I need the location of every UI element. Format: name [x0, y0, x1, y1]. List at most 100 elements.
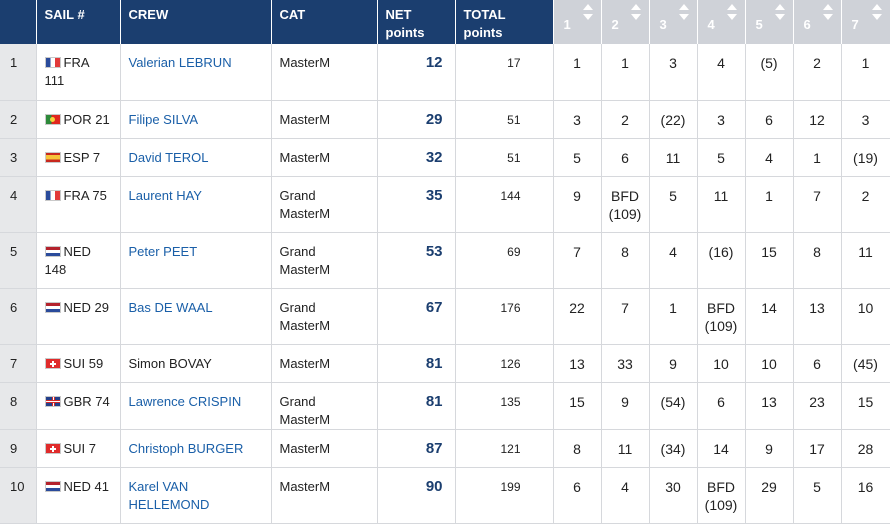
race-score-cell: 13 [793, 288, 842, 345]
race-score-cell: 2 [841, 176, 890, 233]
net-points-value: 81 [425, 354, 443, 372]
race-score-cell: (45) [841, 344, 890, 383]
sail-cell: NED 29 [36, 288, 121, 345]
race-score-cell: 1 [793, 138, 842, 177]
crew-link[interactable]: Bas DE WAAL [128, 299, 213, 315]
race-header-2[interactable]: 2 [601, 0, 650, 44]
race-header-5[interactable]: 5 [745, 0, 794, 44]
race-score-cell: 4 [745, 138, 794, 177]
crew-link[interactable]: Lawrence CRISPIN [128, 393, 242, 409]
sort-arrows-icon[interactable] [630, 4, 641, 22]
race-header-6[interactable]: 6 [793, 0, 842, 44]
race-score-cell: 4 [601, 467, 650, 524]
crew-link[interactable]: Filipe SILVA [128, 111, 199, 127]
sort-arrows-icon[interactable] [726, 4, 737, 22]
sail-header-label: SAIL # [44, 7, 85, 22]
fra-flag-icon [44, 189, 61, 201]
table-row: 5 NED 148 Peter PEET Grand MasterM 53 69 7 8 4 (1… [0, 232, 890, 289]
race-score-cell: 8 [553, 429, 602, 468]
race-score-value: 9 [765, 440, 773, 457]
race-header-7[interactable]: 7 [841, 0, 890, 44]
total-header-line2: points [463, 25, 503, 40]
race-score-value: 2 [813, 55, 821, 71]
crew-cell[interactable]: David TEROL [120, 138, 272, 177]
cat-header-label: CAT [279, 7, 306, 22]
category-cell: MasterM [271, 100, 378, 139]
crew-link[interactable]: Karel VAN HELLEMOND [128, 478, 210, 512]
category-cell: Grand MasterM [271, 176, 378, 233]
race-score-cell: 15 [553, 382, 602, 430]
crew-cell[interactable]: Lawrence CRISPIN [120, 382, 272, 430]
category-value: Grand MasterM [279, 187, 331, 221]
crew-header[interactable]: CREW [120, 0, 272, 44]
sort-arrows-icon[interactable] [774, 4, 785, 22]
crew-cell[interactable]: Filipe SILVA [120, 100, 272, 139]
category-value: MasterM [279, 55, 331, 70]
rank-value: 8 [10, 393, 18, 409]
race-score-cell: 3 [697, 100, 746, 139]
crew-link[interactable]: Valerian LEBRUN [128, 55, 232, 70]
race-header-4[interactable]: 4 [697, 0, 746, 44]
total-points-cell: 135 [455, 382, 554, 430]
crew-cell[interactable]: Christoph BURGER [120, 429, 272, 468]
total-points-value: 69 [507, 244, 521, 259]
crew-cell[interactable]: Peter PEET [120, 232, 272, 289]
race-score-cell: 15 [745, 232, 794, 289]
sort-arrows-icon[interactable] [582, 4, 593, 22]
race-score-value: BFD (109) [608, 187, 642, 222]
race-score-value: 5 [669, 187, 677, 204]
race-score-cell: 5 [793, 467, 842, 524]
crew-cell[interactable]: Valerian LEBRUN [120, 44, 272, 101]
cat-header[interactable]: CAT [271, 0, 378, 44]
crew-cell[interactable]: Karel VAN HELLEMOND [120, 467, 272, 524]
race-score-value: 1 [765, 187, 773, 204]
esp-flag-icon [44, 151, 61, 163]
category-value: MasterM [279, 440, 331, 456]
category-cell: MasterM [271, 467, 378, 524]
crew-link[interactable]: Peter PEET [128, 243, 198, 259]
race-score-value: 14 [713, 440, 729, 457]
rank-value: 9 [10, 440, 18, 456]
race-score-value: 22 [569, 299, 585, 316]
category-value: Grand MasterM [279, 243, 331, 277]
total-points-value: 121 [500, 441, 521, 456]
race-score-value: 6 [573, 478, 581, 495]
crew-header-label: CREW [128, 7, 169, 22]
sort-arrows-icon[interactable] [871, 4, 882, 22]
crew-cell[interactable]: Bas DE WAAL [120, 288, 272, 345]
total-points-value: 144 [500, 188, 521, 203]
race-score-value: 7 [813, 187, 821, 204]
net-points-value: 90 [425, 477, 443, 495]
total-points-value: 126 [500, 356, 521, 371]
crew-link[interactable]: Christoph BURGER [128, 440, 244, 456]
race-header-3[interactable]: 3 [649, 0, 698, 44]
total-points-value: 176 [500, 300, 521, 315]
total-points-header[interactable]: TOTAL points [455, 0, 554, 44]
rank-cell: 5 [0, 232, 37, 289]
sail-number: NED 41 [63, 478, 110, 494]
race-score-cell: 5 [553, 138, 602, 177]
race-score-cell: 8 [601, 232, 650, 289]
net-points-value: 12 [425, 54, 443, 71]
race-score-value: 13 [809, 299, 825, 316]
sail-header[interactable]: SAIL # [36, 0, 121, 44]
race-score-value: 9 [621, 393, 629, 410]
net-header-line1: NET [385, 7, 412, 22]
ned-flag-icon [44, 301, 61, 313]
rank-cell: 7 [0, 344, 37, 383]
race-score-value: 2 [621, 111, 629, 128]
crew-link[interactable]: David TEROL [128, 149, 209, 165]
sort-arrows-icon[interactable] [822, 4, 833, 22]
crew-link[interactable]: Laurent HAY [128, 187, 202, 203]
race-score-cell: 15 [841, 382, 890, 430]
race-score-cell: 7 [793, 176, 842, 233]
sail-cell: NED 41 [36, 467, 121, 524]
net-points-header[interactable]: NET points [377, 0, 456, 44]
race-header-1[interactable]: 1 [553, 0, 602, 44]
sort-arrows-icon[interactable] [678, 4, 689, 22]
race-score-value: 23 [809, 393, 825, 410]
por-flag-icon [44, 113, 61, 125]
crew-cell[interactable]: Laurent HAY [120, 176, 272, 233]
rank-cell: 3 [0, 138, 37, 177]
net-points-cell: 90 [377, 467, 456, 524]
